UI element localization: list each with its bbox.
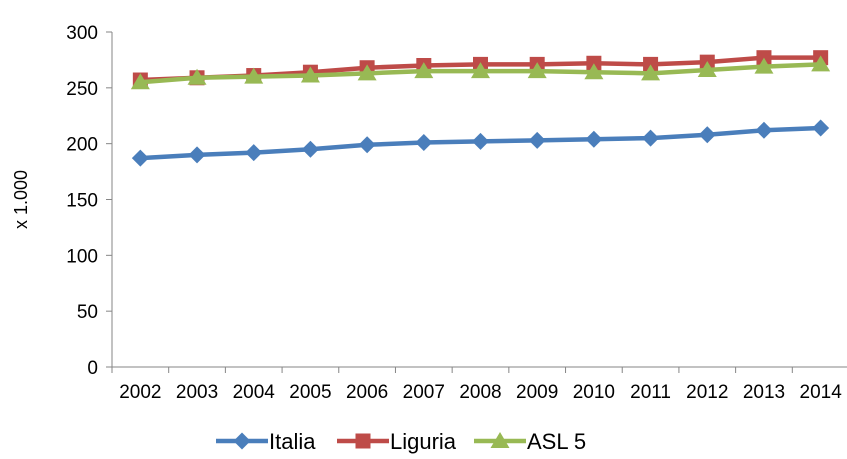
x-tick-label: 2008	[459, 382, 501, 403]
y-axis-title: x 1.000	[11, 170, 31, 229]
x-tick-label: 2012	[686, 382, 728, 403]
data-point-italia	[755, 121, 773, 139]
y-tick-label: 0	[87, 358, 98, 379]
data-point-asl-5	[357, 64, 377, 81]
data-point-italia	[528, 131, 546, 149]
x-tick-label: 2013	[743, 382, 785, 403]
x-tick-label: 2002	[119, 382, 161, 403]
chart-series	[130, 50, 831, 167]
legend-label: ASL 5	[527, 429, 586, 454]
legend-item-asl-5: ASL 5	[474, 429, 586, 454]
chart-axes	[106, 31, 847, 373]
data-point-asl-5	[187, 68, 207, 85]
x-tick-label: 2011	[630, 382, 671, 403]
x-axis-tick-labels: 2002 2003 2004 2005 2006 2007 2008 2009 2010 2011…	[119, 382, 842, 403]
data-point-italia	[415, 134, 433, 152]
x-tick-label: 2005	[289, 382, 331, 403]
data-point-italia	[812, 119, 830, 137]
data-point-asl-5	[130, 73, 150, 90]
data-point-asl-5	[641, 64, 661, 81]
chart-legend: Italia Liguria ASL 5	[216, 429, 586, 454]
data-point-asl-5	[697, 60, 717, 77]
data-point-asl-5	[471, 62, 490, 79]
series-italia	[131, 119, 830, 167]
data-point-italia	[642, 129, 660, 147]
y-tick-label: 50	[77, 302, 98, 323]
data-point-italia	[358, 136, 376, 154]
legend-marker	[233, 432, 251, 450]
legend-marker	[355, 433, 371, 449]
data-point-italia	[472, 132, 489, 150]
x-tick-label: 2014	[800, 382, 843, 403]
data-point-italia	[301, 140, 319, 158]
legend-item-liguria: Liguria	[337, 429, 457, 454]
data-point-asl-5	[754, 57, 774, 74]
legend-marker	[490, 432, 510, 448]
data-point-asl-5	[811, 55, 831, 72]
y-tick-label: 100	[66, 246, 98, 267]
y-tick-label: 200	[66, 135, 98, 156]
data-point-italia	[698, 126, 716, 144]
y-tick-label: 300	[66, 23, 98, 44]
data-point-italia	[188, 146, 206, 164]
series-asl-5	[130, 55, 831, 90]
data-point-italia	[131, 149, 149, 167]
data-point-italia	[245, 144, 263, 162]
x-tick-label: 2006	[346, 382, 388, 403]
y-axis-tick-labels: 0 50 100 150 200 250 300	[66, 23, 98, 379]
data-point-italia	[585, 130, 603, 148]
x-tick-label: 2007	[403, 382, 445, 403]
data-point-asl-5	[244, 67, 264, 84]
y-tick-label: 250	[66, 79, 98, 100]
data-point-asl-5	[414, 62, 434, 79]
data-point-asl-5	[527, 62, 547, 79]
legend-item-italia: Italia	[216, 429, 316, 454]
data-point-asl-5	[584, 63, 604, 80]
x-tick-label: 2010	[573, 382, 615, 403]
x-tick-label: 2009	[516, 382, 558, 403]
legend-label: Italia	[269, 429, 316, 454]
x-tick-label: 2004	[233, 382, 276, 403]
x-tick-label: 2003	[176, 382, 218, 403]
data-point-asl-5	[300, 66, 320, 83]
y-tick-label: 150	[66, 191, 98, 212]
legend-label: Liguria	[390, 429, 457, 454]
